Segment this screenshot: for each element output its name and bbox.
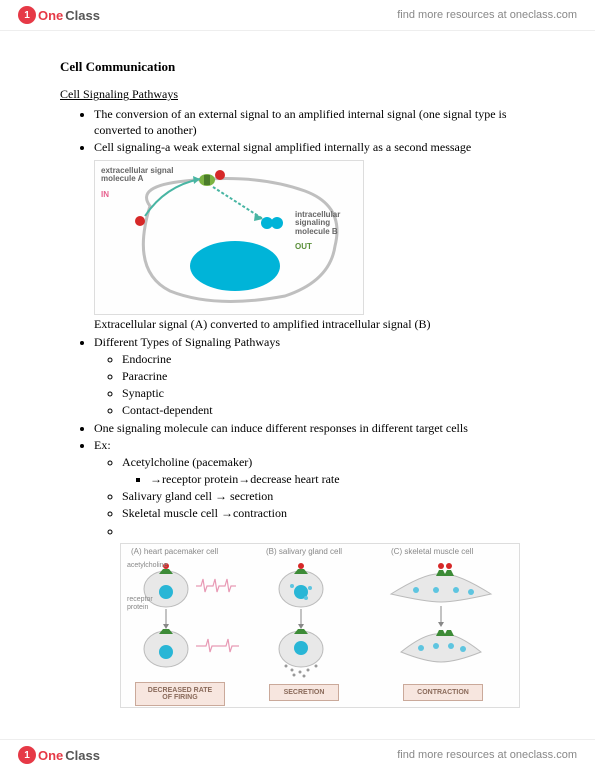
- ach-label: acetylcholine: [127, 562, 167, 570]
- page-footer: 1 OneClass find more resources at onecla…: [0, 739, 595, 770]
- list-item-label: Different Types of Signaling Pathways: [94, 335, 280, 349]
- logo-icon: 1: [18, 746, 36, 764]
- list-item: One signaling molecule can induce differ…: [94, 420, 535, 436]
- label-in: IN: [101, 191, 109, 200]
- document-body: Cell Communication Cell Signaling Pathwa…: [0, 31, 595, 718]
- list-item-label: Acetylcholine (pacemaker): [122, 455, 252, 469]
- logo: 1 OneClass: [18, 6, 100, 24]
- list-item-empty: [122, 523, 535, 539]
- logo-text-one: One: [38, 748, 63, 763]
- page-header: 1 OneClass find more resources at onecla…: [0, 0, 595, 31]
- receptor-label: receptor protein: [127, 596, 153, 611]
- diagram1-caption: Extracellular signal (A) converted to am…: [94, 317, 535, 332]
- col-c-label: (C) skeletal muscle cell: [391, 548, 473, 557]
- col-b-label: (B) salivary gland cell: [266, 548, 342, 557]
- header-tagline: find more resources at oneclass.com: [397, 9, 577, 21]
- box-b: SECRETION: [269, 684, 339, 701]
- section-heading: Cell Signaling Pathways: [60, 87, 535, 102]
- label-out: OUT: [295, 243, 312, 252]
- list-item: Cell signaling-a weak external signal am…: [94, 139, 535, 155]
- box-a: DECREASED RATE OF FIRING: [135, 682, 225, 706]
- footer-logo: 1 OneClass: [18, 746, 100, 764]
- list-item: Endocrine: [122, 351, 535, 367]
- bullet-list: Different Types of Signaling Pathways En…: [60, 334, 535, 539]
- list-item: Acetylcholine (pacemaker) →receptor prot…: [122, 454, 535, 487]
- page-title: Cell Communication: [60, 59, 535, 75]
- logo-text-class: Class: [65, 8, 100, 23]
- acetylcholine-diagram: (A) heart pacemaker cell (B) salivary gl…: [120, 543, 520, 708]
- list-item: Salivary gland cell → secretion: [122, 488, 535, 504]
- list-item-label: Ex:: [94, 438, 111, 452]
- list-item: The conversion of an external signal to …: [94, 106, 535, 138]
- list-item: Synaptic: [122, 385, 535, 401]
- col-a-label: (A) heart pacemaker cell: [131, 548, 218, 557]
- label-intracellular: intracellular signaling molecule B: [295, 211, 340, 237]
- logo-text-one: One: [38, 8, 63, 23]
- cell-signal-diagram: extracellular signal molecule A IN intra…: [94, 160, 364, 315]
- list-item: Ex: Acetylcholine (pacemaker) →receptor …: [94, 437, 535, 539]
- list-item: →receptor protein→decrease heart rate: [150, 471, 535, 487]
- logo-icon: 1: [18, 6, 36, 24]
- list-item: Skeletal muscle cell →contraction: [122, 505, 535, 521]
- logo-text-class: Class: [65, 748, 100, 763]
- list-item: Different Types of Signaling Pathways En…: [94, 334, 535, 419]
- footer-tagline: find more resources at oneclass.com: [397, 749, 577, 761]
- label-extracellular: extracellular signal molecule A: [101, 167, 173, 185]
- list-item: Paracrine: [122, 368, 535, 384]
- box-c: CONTRACTION: [403, 684, 483, 701]
- list-item: Contact-dependent: [122, 402, 535, 418]
- bullet-list: The conversion of an external signal to …: [60, 106, 535, 156]
